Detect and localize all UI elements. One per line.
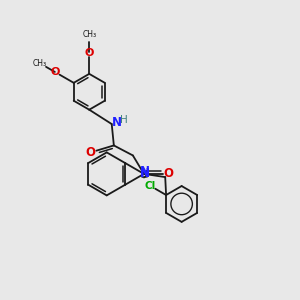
Text: H: H <box>120 115 128 125</box>
Text: O: O <box>163 167 173 180</box>
Text: N: N <box>140 167 149 180</box>
Text: Cl: Cl <box>145 181 156 191</box>
Text: O: O <box>85 48 94 58</box>
Text: O: O <box>85 146 96 159</box>
Text: CH₃: CH₃ <box>33 59 47 68</box>
Text: O: O <box>51 68 60 77</box>
Text: N: N <box>140 165 150 178</box>
Text: N: N <box>112 116 122 129</box>
Text: CH₃: CH₃ <box>82 30 96 39</box>
Text: N: N <box>140 167 150 180</box>
